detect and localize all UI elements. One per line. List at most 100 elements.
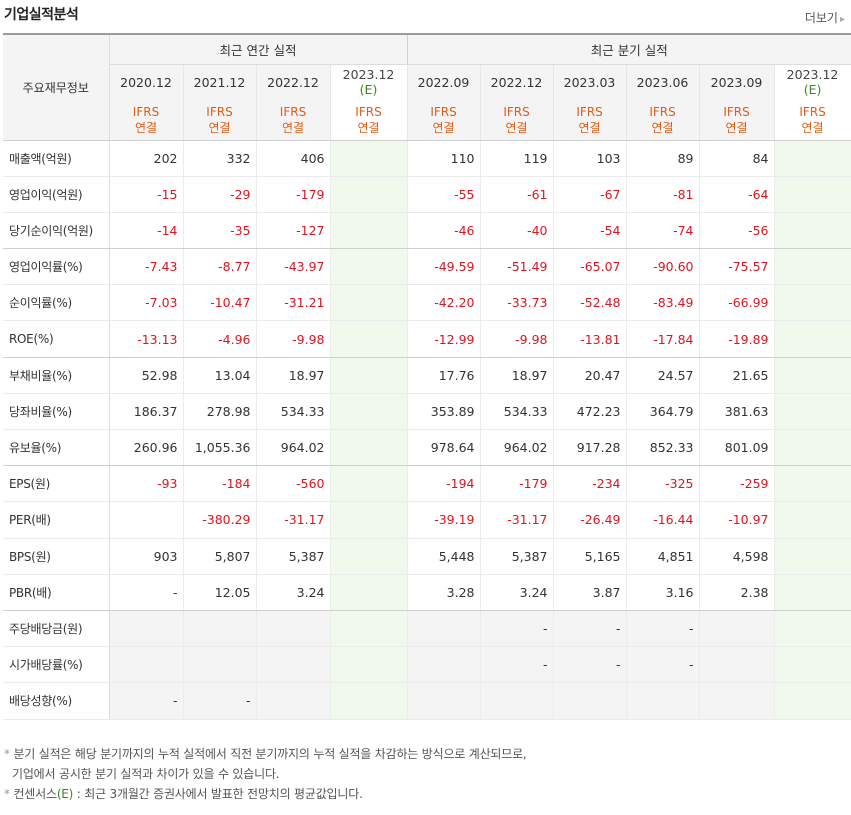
- table-cell: [330, 682, 408, 720]
- table-cell: 1,055.36: [183, 429, 257, 467]
- table-cell: -: [553, 646, 627, 684]
- table-cell: [774, 429, 851, 467]
- table-cell: -10.47: [183, 284, 257, 322]
- table-cell: -10.97: [699, 501, 775, 539]
- table-cell: -40: [480, 212, 554, 250]
- ifrs-label: IFRS 연결: [774, 100, 851, 141]
- table-cell: -15: [109, 176, 184, 213]
- table-cell: [699, 646, 775, 684]
- table-cell: -17.84: [626, 320, 700, 358]
- row-label: 배당성향(%): [3, 682, 110, 720]
- row-label: 부채비율(%): [3, 357, 110, 394]
- ifrs-label: IFRS 연결: [109, 100, 184, 141]
- table-row: 시가배당률(%) - - -: [3, 646, 851, 684]
- table-row: PBR(배) -12.05 3.24 3.28 3.24 3.87 3.16 2.38: [3, 574, 851, 611]
- table-cell: 978.64: [406, 429, 481, 467]
- table-cell: [330, 212, 408, 250]
- table-cell: -74: [626, 212, 700, 250]
- row-label: 당기순이익(억원): [3, 212, 110, 250]
- estimate-mark: (E): [359, 82, 378, 98]
- table-cell: [183, 610, 257, 648]
- table-row: 당기순이익(억원) -14 -35 -127 -46 -40 -54 -74 -56: [3, 212, 851, 250]
- table-cell: -26.49: [553, 501, 627, 539]
- table-cell: -29: [183, 176, 257, 213]
- table-cell: -13.81: [553, 320, 627, 358]
- table-cell: 917.28: [553, 429, 627, 467]
- table-cell: 332: [183, 140, 257, 177]
- table-cell: [330, 574, 408, 611]
- table-cell: -14: [109, 212, 184, 250]
- row-label: 당좌비율(%): [3, 393, 110, 431]
- table-cell: [774, 646, 851, 684]
- column-date-header: 2022.12: [480, 64, 554, 100]
- table-row: 주당배당금(원) - - -: [3, 610, 851, 648]
- more-link[interactable]: 더보기 ▸: [805, 9, 845, 26]
- table-cell: 260.96: [109, 429, 184, 467]
- table-cell: [774, 393, 851, 431]
- table-cell: -33.73: [480, 284, 554, 322]
- table-cell: -66.99: [699, 284, 775, 322]
- table-row: 당좌비율(%) 186.37 278.98 534.33 353.89 534.33 472…: [3, 393, 851, 431]
- row-label: 유보율(%): [3, 429, 110, 467]
- row-label: 매출액(억원): [3, 140, 110, 177]
- quarter-group-header: 최근 분기 실적: [406, 34, 851, 65]
- table-cell: [774, 357, 851, 394]
- table-cell: 89: [626, 140, 700, 177]
- table-cell: -: [183, 682, 257, 720]
- table-cell: 2.38: [699, 574, 775, 611]
- ifrs-label: IFRS 연결: [553, 100, 627, 141]
- table-cell: -42.20: [406, 284, 481, 322]
- table-cell: 3.24: [256, 574, 331, 611]
- note-bullet: *: [4, 747, 10, 761]
- table-cell: [699, 682, 775, 720]
- financial-table: 주요재무정보 최근 연간 실적 최근 분기 실적 2020.12 2021.12 2…: [3, 33, 851, 720]
- column-date-header: 2023.03: [553, 64, 627, 100]
- table-cell: -179: [480, 465, 554, 503]
- row-label: EPS(원): [3, 465, 110, 503]
- table-cell: [480, 682, 554, 720]
- table-cell: 202: [109, 140, 184, 177]
- row-label: BPS(원): [3, 538, 110, 575]
- table-cell: [330, 646, 408, 684]
- table-cell: 12.05: [183, 574, 257, 611]
- table-cell: -127: [256, 212, 331, 250]
- row-label: 주당배당금(원): [3, 610, 110, 648]
- table-cell: 964.02: [256, 429, 331, 467]
- table-cell: [699, 610, 775, 648]
- table-cell: 5,448: [406, 538, 481, 575]
- table-cell: [256, 646, 331, 684]
- column-date-header: 2023.09: [699, 64, 775, 100]
- table-cell: [109, 610, 184, 648]
- table-cell: [109, 646, 184, 684]
- table-cell: 3.28: [406, 574, 481, 611]
- table-cell: 103: [553, 140, 627, 177]
- table-cell: [406, 610, 481, 648]
- table-cell: [330, 284, 408, 322]
- table-cell: 84: [699, 140, 775, 177]
- table-cell: -8.77: [183, 248, 257, 286]
- table-cell: [774, 176, 851, 213]
- table-cell: -75.57: [699, 248, 775, 286]
- table-cell: [330, 610, 408, 648]
- row-label: 시가배당률(%): [3, 646, 110, 684]
- table-cell: -: [109, 682, 184, 720]
- table-cell: -31.17: [480, 501, 554, 539]
- table-cell: -43.97: [256, 248, 331, 286]
- table-row: BPS(원) 903 5,807 5,387 5,448 5,387 5,165 4,851 4…: [3, 538, 851, 575]
- table-cell: [256, 682, 331, 720]
- more-label: 더보기: [804, 11, 838, 25]
- table-cell: [774, 465, 851, 503]
- table-cell: 903: [109, 538, 184, 575]
- table-cell: -259: [699, 465, 775, 503]
- table-cell: -: [480, 610, 554, 648]
- table-cell: [774, 212, 851, 250]
- table-cell: -4.96: [183, 320, 257, 358]
- table-cell: [256, 610, 331, 648]
- table-cell: 5,387: [480, 538, 554, 575]
- table-cell: [774, 320, 851, 358]
- table-cell: 5,807: [183, 538, 257, 575]
- table-cell: 119: [480, 140, 554, 177]
- table-row: PER(배) -380.29 -31.17 -39.19 -31.17 -26.49 -16…: [3, 501, 851, 539]
- table-cell: [774, 248, 851, 286]
- ifrs-label: IFRS 연결: [406, 100, 481, 141]
